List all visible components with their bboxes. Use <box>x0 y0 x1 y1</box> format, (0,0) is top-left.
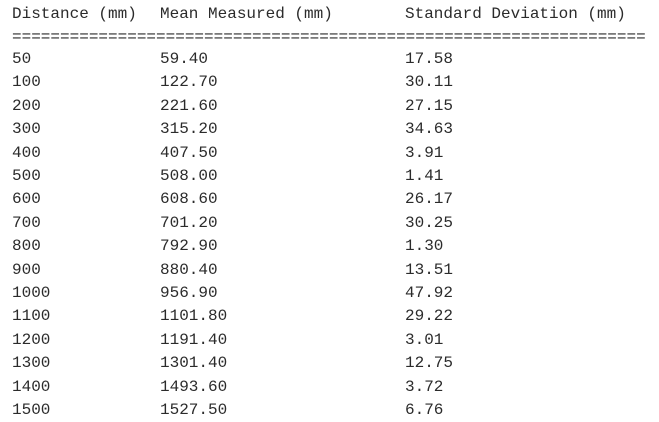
table-cell: 900 <box>12 261 41 279</box>
table-cell: 3.91 <box>405 144 444 162</box>
table-cell: 880.40 <box>160 261 218 279</box>
column-header: Distance (mm) <box>12 5 137 23</box>
separator: ========================================… <box>12 28 646 46</box>
table-cell: 1.30 <box>405 237 444 255</box>
table-cell: 1400 <box>12 378 51 396</box>
table-cell: 27.15 <box>405 97 454 115</box>
table-cell: 47.92 <box>405 284 454 302</box>
table-cell: 122.70 <box>160 73 218 91</box>
table-cell: 1.41 <box>405 167 444 185</box>
table-cell: 1300 <box>12 354 51 372</box>
table-cell: 30.11 <box>405 73 454 91</box>
table-cell: 508.00 <box>160 167 218 185</box>
table-cell: 600 <box>12 190 41 208</box>
table-cell: 26.17 <box>405 190 454 208</box>
table-cell: 1527.50 <box>160 401 228 419</box>
table-cell: 221.60 <box>160 97 218 115</box>
column-header: Mean Measured (mm) <box>160 5 333 23</box>
table-cell: 17.58 <box>405 50 454 68</box>
table-cell: 1200 <box>12 331 51 349</box>
table-cell: 407.50 <box>160 144 218 162</box>
table-cell: 100 <box>12 73 41 91</box>
table-cell: 6.76 <box>405 401 444 419</box>
table-cell: 956.90 <box>160 284 218 302</box>
table-cell: 315.20 <box>160 120 218 138</box>
table-cell: 59.40 <box>160 50 209 68</box>
table-cell: 500 <box>12 167 41 185</box>
column-header: Standard Deviation (mm) <box>405 5 626 23</box>
table-cell: 34.63 <box>405 120 454 138</box>
table-cell: 701.20 <box>160 214 218 232</box>
table-cell: 3.72 <box>405 378 444 396</box>
table-cell: 1191.40 <box>160 331 228 349</box>
table-cell: 608.60 <box>160 190 218 208</box>
table-cell: 1500 <box>12 401 51 419</box>
table-cell: 1101.80 <box>160 307 228 325</box>
table-cell: 30.25 <box>405 214 454 232</box>
table-cell: 400 <box>12 144 41 162</box>
table-cell: 800 <box>12 237 41 255</box>
table-cell: 700 <box>12 214 41 232</box>
table-cell: 3.01 <box>405 331 444 349</box>
table-cell: 1301.40 <box>160 354 228 372</box>
table-cell: 200 <box>12 97 41 115</box>
table-cell: 1100 <box>12 307 51 325</box>
table-cell: 29.22 <box>405 307 454 325</box>
table-cell: 1493.60 <box>160 378 228 396</box>
table-cell: 50 <box>12 50 32 68</box>
table-cell: 1000 <box>12 284 51 302</box>
table-cell: 300 <box>12 120 41 138</box>
table-cell: 13.51 <box>405 261 454 279</box>
table-cell: 12.75 <box>405 354 454 372</box>
table-cell: 792.90 <box>160 237 218 255</box>
